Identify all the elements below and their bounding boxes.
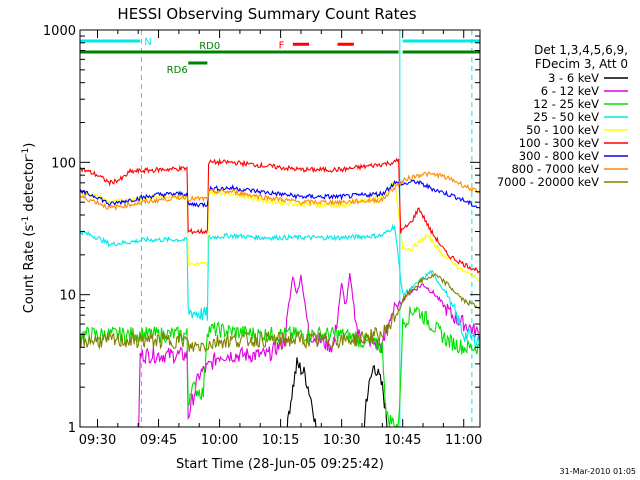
series-line-7	[80, 171, 480, 212]
y-tick-label-2: 100	[51, 156, 76, 171]
y-tick-label-0: 1	[68, 421, 76, 436]
series-line-4	[80, 180, 480, 283]
x-tick-label-3: 10:15	[262, 433, 299, 448]
legend-header-line-2: FDecim 3, Att 0	[535, 57, 628, 71]
legend-entry-label-3: 25 - 50 keV	[533, 110, 599, 124]
series-line-2	[80, 306, 480, 427]
footer-timestamp: 31-Mar-2010 01:05	[560, 467, 637, 476]
y-axis-label-prefix: Count Rate (s	[22, 225, 37, 314]
series-line-3	[80, 223, 480, 349]
legend-entry-label-6: 300 - 800 keV	[519, 149, 599, 163]
axis-ticks: 09:30 09:45 10:00 10:15 10:30 10:45 11:00 1 10 10…	[43, 24, 483, 448]
y-axis-label-sup-2: -1	[21, 148, 31, 157]
y-axis-label: Count Rate (s-1 detector-1)	[21, 143, 37, 314]
series-line-8	[80, 273, 480, 353]
x-tick-label-1: 09:45	[140, 433, 177, 448]
legend-header-line-1: Det 1,3,4,5,6,9,	[534, 43, 628, 57]
series-line-5	[80, 157, 480, 274]
legend-entry-label-2: 12 - 25 keV	[533, 97, 599, 111]
series-line-6	[80, 178, 480, 209]
legend-entry-label-4: 50 - 100 keV	[526, 123, 599, 137]
x-axis-label: Start Time (28-Jun-05 09:25:42)	[176, 457, 384, 472]
legend-entry-label-8: 7000 - 20000 keV	[497, 175, 599, 189]
x-tick-label-5: 10:45	[384, 433, 421, 448]
chart-title: HESSI Observing Summary Count Rates	[117, 5, 416, 23]
flag-label-rd0: RD0	[199, 41, 220, 52]
y-axis-label-suffix: )	[22, 143, 37, 148]
y-axis-label-sup-1: -1	[21, 216, 31, 225]
legend: Det 1,3,4,5,6,9, FDecim 3, Att 0 3 - 6 k…	[497, 43, 628, 189]
y-tick-label-3: 1000	[43, 24, 76, 39]
legend-entry-label-1: 6 - 12 keV	[541, 84, 599, 98]
flag-label-f: F	[279, 40, 285, 51]
legend-entry-label-7: 800 - 7000 keV	[511, 162, 599, 176]
x-tick-label-4: 10:30	[323, 433, 360, 448]
legend-entry-label-5: 100 - 300 keV	[519, 136, 599, 150]
x-tick-label-0: 09:30	[79, 433, 116, 448]
y-tick-label-1: 10	[59, 289, 76, 304]
flag-label-rd6: RD6	[167, 65, 188, 76]
y-axis-label-mid: detector	[22, 156, 37, 216]
plot-frame	[79, 29, 481, 428]
legend-entry-label-0: 3 - 6 keV	[548, 71, 599, 85]
x-tick-label-2: 10:00	[201, 433, 238, 448]
flag-label-n: N	[144, 37, 151, 48]
x-tick-label-6: 11:00	[445, 433, 482, 448]
plot-area: N RD0 RD6 F	[80, 30, 480, 427]
